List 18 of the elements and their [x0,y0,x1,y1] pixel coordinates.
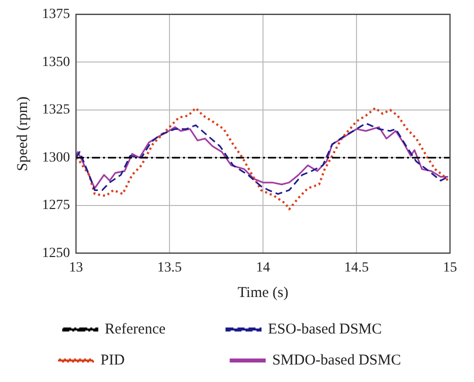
x-tick-label: 15 [443,260,457,276]
x-tick-label: 13.5 [157,260,182,276]
legend-label: Reference [104,321,211,338]
legend-label: PID [100,352,215,368]
y-tick-label: 1250 [42,246,70,261]
y-tick-label: 1325 [42,102,70,118]
x-axis-title: Time (s) [238,284,288,301]
x-tick-label: 14 [256,260,270,276]
x-tick-label: 14.5 [344,260,369,276]
y-tick-label: 1275 [42,198,70,214]
y-axis-title: Speed (rpm) [14,96,31,172]
x-tick-label: 13 [69,260,83,276]
legend-label: SMDO-based DSMC [272,352,401,368]
y-tick-label: 1350 [42,54,70,70]
y-tick-label: 1300 [42,150,70,166]
line-series [76,106,450,210]
y-tick-label: 1375 [42,7,70,22]
legend-label: ESO-based DSMC [268,321,397,338]
